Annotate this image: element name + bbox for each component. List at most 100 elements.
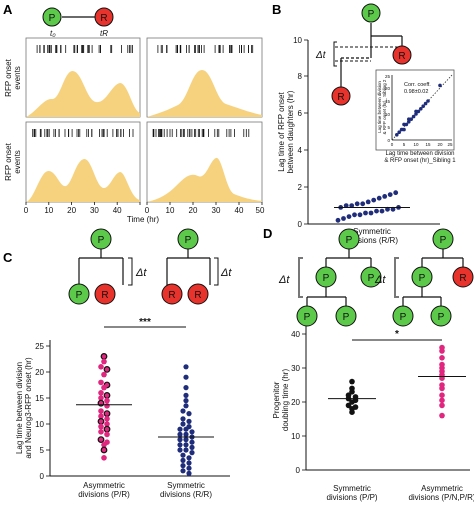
data-point (183, 374, 189, 380)
data-point (180, 468, 186, 474)
inset-x-axis-label: & RFP onset (hr)_Sibling 1 (384, 158, 456, 164)
c-data-points (76, 353, 214, 476)
node-label: P (368, 9, 375, 20)
data-point (376, 195, 382, 201)
panel-label-c: C (3, 250, 13, 265)
y-axis-label: between daughters (hr) (286, 90, 295, 173)
y-tick-label: 4 (298, 146, 303, 155)
x-category-label: Symmetric (353, 227, 391, 236)
data-point (349, 409, 355, 416)
data-point (101, 455, 107, 461)
data-point (341, 216, 346, 221)
density-area (147, 157, 262, 202)
x-category-label: divisions (R/R) (346, 236, 398, 245)
y-tick-label: 20 (291, 398, 300, 407)
panel-d-trees: P P P P P Δt P P R P P Δt (278, 228, 474, 327)
panel-b-tree: Δt P R R (315, 3, 412, 106)
data-point (183, 398, 189, 404)
y-axis-label: RFP onset (4, 142, 13, 180)
node-label: P (76, 290, 83, 301)
data-point (180, 421, 186, 427)
rfp-node-icon (452, 266, 474, 288)
data-point (439, 355, 445, 361)
rfp-node-icon (392, 45, 412, 65)
y-tick-label: 0 (296, 466, 301, 475)
y-axis-label: doubling time (hr) (281, 369, 290, 432)
data-point (104, 397, 110, 404)
progenitor-node-icon (432, 228, 454, 250)
inset-y-axis-label: & RFP onset (hr)_ Sibling 2 (382, 79, 387, 134)
y-axis-label: events (13, 66, 22, 90)
dt-bracket (214, 257, 219, 286)
progenitor-node-icon (411, 266, 433, 288)
progenitor-node-icon (392, 305, 414, 327)
data-point (354, 201, 360, 207)
data-point (352, 212, 357, 218)
dt-label: Δt (374, 274, 386, 286)
panel-label-b: B (272, 2, 281, 17)
x-tick-label: 40 (113, 206, 122, 215)
inset-data-point (395, 133, 399, 137)
data-point (183, 447, 189, 453)
y-tick-label: 2 (298, 183, 303, 192)
data-point (103, 366, 111, 373)
data-point (382, 194, 388, 199)
y-axis-label: and Neurog3-RFP onset (hr) (24, 357, 33, 459)
inset-y-tick-label: 5 (387, 125, 390, 130)
data-point (374, 208, 379, 214)
data-point (183, 431, 189, 437)
dt-label: Δt (135, 267, 147, 279)
x-tick-label: 10 (44, 206, 53, 215)
progenitor-node-icon (360, 266, 382, 288)
data-point (180, 452, 186, 458)
t0-label: t₀ (50, 29, 56, 38)
b-data-points (334, 190, 410, 223)
inset-data-point (426, 99, 430, 103)
data-point (180, 416, 186, 422)
x-tick-label: 30 (90, 206, 99, 215)
data-point (183, 403, 189, 409)
data-point (349, 203, 355, 209)
dt-bracket (333, 41, 337, 67)
data-point (98, 395, 104, 401)
inset-x-tick-label: 10 (413, 142, 419, 147)
inset-data-point (416, 109, 421, 114)
data-point (180, 463, 186, 469)
inset-data-point (407, 120, 411, 124)
x-tick-label: 20 (189, 206, 198, 215)
data-point (103, 410, 111, 418)
panel-b-chart: 0 2 4 6 8 10 Lag time of RFP onset betwe… (277, 36, 440, 245)
progenitor-node-icon (296, 305, 318, 327)
inset-y-tick-label: 20 (385, 86, 391, 91)
y-tick-label: 25 (35, 342, 44, 351)
rfp-node-icon (94, 7, 114, 27)
node-label: P (419, 273, 426, 284)
progenitor-node-icon (90, 228, 112, 250)
data-point (100, 446, 108, 454)
dt-bracket (394, 257, 399, 298)
data-point (104, 431, 110, 438)
data-point (104, 421, 110, 427)
x-tick-label: 30 (212, 206, 221, 215)
inset-data-point (423, 101, 428, 106)
x-category-label: divisions (P/R) (78, 490, 130, 499)
data-point (183, 392, 189, 398)
data-point (100, 353, 108, 360)
node-label: R (194, 290, 201, 301)
progenitor-node-icon (68, 283, 90, 305)
progenitor-node-icon (361, 3, 381, 23)
data-point (180, 457, 186, 463)
inset-data-point (404, 122, 409, 127)
data-point (183, 385, 189, 391)
y-tick-label: 30 (291, 364, 300, 373)
x-category-label: divisions (P/P) (326, 493, 377, 502)
density-area (147, 70, 262, 117)
data-point (101, 358, 107, 365)
data-point (98, 429, 104, 435)
data-point (189, 429, 195, 435)
data-point (98, 390, 104, 396)
inset-x-tick-label: 15 (425, 142, 431, 147)
node-label: P (304, 312, 311, 323)
node-label: R (101, 290, 108, 301)
data-point (98, 413, 104, 420)
